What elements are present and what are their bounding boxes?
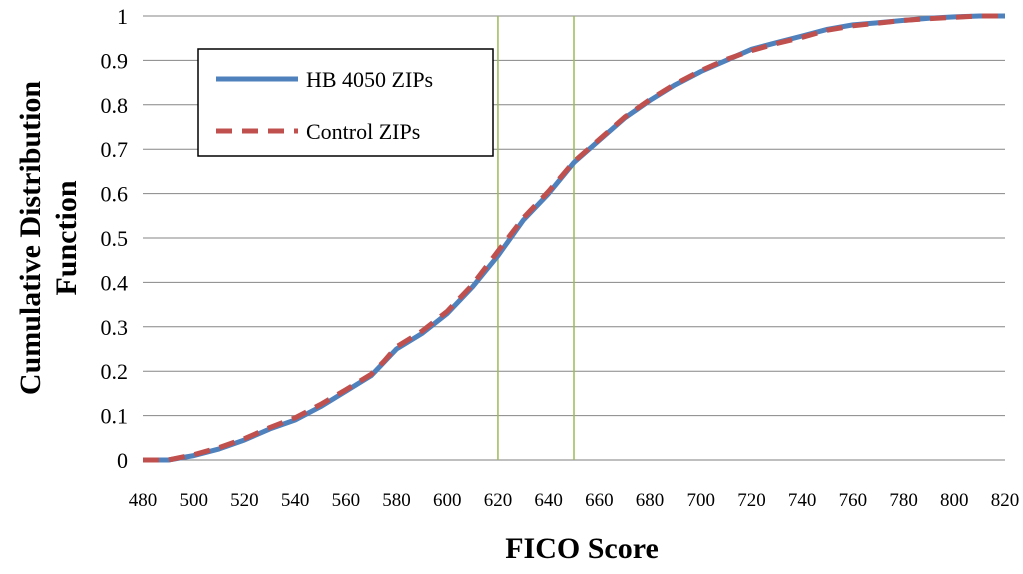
y-tick-label: 0.1 bbox=[101, 404, 129, 429]
legend: HB 4050 ZIPs Control ZIPs bbox=[197, 48, 494, 157]
x-tick-label: 760 bbox=[839, 490, 868, 511]
legend-box bbox=[197, 48, 494, 157]
y-tick-label: 0.8 bbox=[101, 93, 129, 118]
x-tick-label: 700 bbox=[687, 490, 716, 511]
legend-label-hb4050: HB 4050 ZIPs bbox=[306, 67, 433, 92]
x-tick-label: 660 bbox=[585, 490, 614, 511]
x-tick-label: 780 bbox=[889, 490, 918, 511]
x-tick-label: 820 bbox=[991, 490, 1020, 511]
y-tick-label: 1 bbox=[117, 4, 128, 29]
y-axis-title-line2: Function bbox=[50, 180, 83, 295]
series-line-control bbox=[143, 13, 1005, 463]
x-tick-label: 500 bbox=[179, 490, 208, 511]
y-tick-label: 0 bbox=[117, 448, 128, 473]
x-tick-label: 620 bbox=[484, 490, 513, 511]
x-tick-label: 560 bbox=[332, 490, 361, 511]
y-tick-label: 0.4 bbox=[101, 270, 129, 295]
x-axis-title: FICO Score bbox=[505, 532, 659, 565]
y-tick-label: 0.3 bbox=[101, 315, 129, 340]
x-tick-label: 680 bbox=[636, 490, 665, 511]
y-tick-label: 0.9 bbox=[101, 48, 129, 73]
y-axis-title-line1: Cumulative Distribution bbox=[14, 81, 47, 396]
x-tick-label: 640 bbox=[534, 490, 563, 511]
y-tick-label: 0.7 bbox=[101, 137, 129, 162]
x-tick-label: 740 bbox=[788, 490, 817, 511]
x-tick-label: 540 bbox=[281, 490, 310, 511]
y-tick-label: 0.5 bbox=[101, 226, 129, 251]
x-tick-label: 600 bbox=[433, 490, 462, 511]
x-tick-label: 480 bbox=[129, 490, 158, 511]
x-tick-label: 720 bbox=[737, 490, 766, 511]
series-group bbox=[143, 13, 1005, 463]
x-tick-label: 520 bbox=[230, 490, 259, 511]
reference-lines bbox=[497, 16, 575, 460]
y-tick-label: 0.6 bbox=[101, 182, 129, 207]
x-tick-labels: 480 500 520 540 560 580 600 620 640 660 680 700 720 7… bbox=[129, 490, 1020, 511]
y-tick-label: 0.2 bbox=[101, 359, 129, 384]
legend-label-control: Control ZIPs bbox=[306, 119, 420, 144]
x-tick-label: 800 bbox=[940, 490, 969, 511]
y-tick-labels: 0 0.1 0.2 0.3 0.4 0.5 0.6 0.7 0.8 0.9 1 bbox=[101, 4, 129, 473]
x-tick-label: 580 bbox=[382, 490, 411, 511]
